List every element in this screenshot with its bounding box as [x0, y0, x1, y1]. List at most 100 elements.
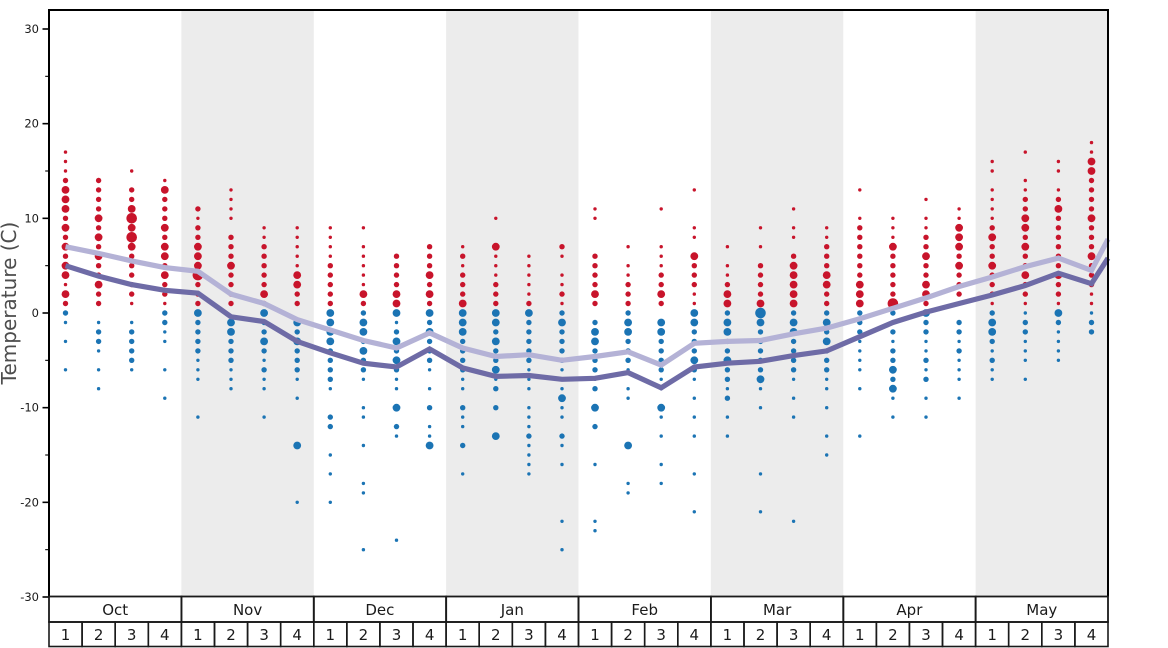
temp-dot-red — [461, 245, 465, 249]
temp-dot-blue — [790, 310, 797, 316]
week-label: 4 — [954, 626, 964, 644]
temp-dot-blue — [461, 415, 465, 419]
temp-dot-blue — [725, 415, 730, 419]
temp-dot-blue — [327, 357, 333, 363]
temp-dot-red — [261, 263, 267, 269]
y-tick-label: -10 — [20, 401, 39, 415]
temp-dot-red — [95, 291, 102, 297]
y-axis-title: Temperature (C) — [0, 222, 21, 386]
temp-dot-blue — [990, 368, 994, 372]
temp-dot-blue — [493, 386, 499, 392]
temp-dot-blue — [591, 328, 599, 336]
temp-dot-red — [63, 159, 68, 164]
temp-dot-red — [361, 273, 366, 277]
temp-dot-red — [195, 300, 201, 307]
temp-dot-red — [1089, 150, 1094, 154]
temp-dot-blue — [228, 348, 234, 354]
temp-dot-red — [757, 263, 764, 269]
temp-dot-red — [129, 196, 135, 203]
temp-dot-red — [194, 252, 202, 261]
temp-dot-blue — [824, 367, 830, 373]
temp-dot-blue — [294, 367, 300, 373]
temp-dot-blue — [988, 318, 997, 327]
temp-dot-blue — [791, 377, 796, 381]
temp-dot-red — [858, 188, 862, 192]
month-shading-band — [710, 10, 844, 597]
temp-dot-blue — [558, 394, 566, 403]
temp-dot-red — [126, 232, 137, 243]
temp-dot-red — [163, 178, 167, 183]
week-label: 3 — [259, 626, 269, 644]
temp-dot-blue — [724, 395, 731, 401]
temp-dot-red — [1023, 188, 1027, 192]
temp-dot-blue — [525, 309, 533, 317]
temp-dot-blue — [527, 462, 531, 467]
temp-dot-red — [295, 226, 299, 230]
temp-dot-blue — [130, 320, 134, 325]
temp-dot-red — [924, 226, 928, 230]
temp-dot-blue — [790, 338, 797, 345]
temp-dot-red — [1088, 225, 1095, 231]
temp-dot-red — [294, 300, 300, 307]
week-label: 1 — [590, 626, 600, 644]
temp-dot-red — [1087, 167, 1096, 175]
temp-dot-blue — [891, 415, 895, 419]
temp-dot-blue — [957, 368, 961, 372]
y-tick-label: -30 — [20, 590, 39, 604]
y-tick-label: -20 — [20, 495, 39, 509]
temp-dot-blue — [460, 405, 466, 411]
temp-dot-blue — [758, 387, 763, 391]
temp-dot-blue — [791, 519, 796, 523]
temp-dot-red — [229, 216, 233, 220]
temp-dot-blue — [890, 376, 896, 382]
temp-dot-red — [293, 280, 302, 289]
temp-dot-blue — [592, 348, 598, 354]
temp-dot-red — [924, 216, 928, 220]
temp-dot-red — [61, 195, 70, 204]
temp-dot-red — [957, 207, 961, 211]
temp-dot-red — [659, 264, 663, 268]
temp-dot-red — [757, 272, 764, 278]
temp-dot-blue — [825, 453, 829, 457]
temp-dot-red — [758, 226, 763, 230]
temp-dot-blue — [923, 329, 929, 335]
temp-dot-red — [1023, 150, 1027, 154]
temp-dot-blue — [261, 367, 267, 373]
temp-dot-blue — [427, 387, 432, 391]
temp-dot-blue — [690, 309, 699, 317]
temp-dot-red — [1022, 234, 1028, 240]
temp-dot-red — [95, 263, 102, 269]
temp-dot-red — [295, 245, 299, 249]
temp-dot-blue — [825, 387, 829, 391]
temp-dot-blue — [526, 338, 532, 345]
temp-dot-red — [160, 223, 169, 232]
temp-dot-blue — [527, 415, 531, 419]
temp-dot-blue — [1023, 311, 1027, 315]
temp-dot-blue — [260, 337, 268, 346]
temp-dot-blue — [96, 387, 101, 391]
temp-dot-blue — [162, 319, 168, 326]
temp-dot-red — [393, 253, 400, 259]
temp-dot-red — [129, 263, 135, 269]
temp-dot-red — [360, 300, 367, 307]
temp-dot-red — [1087, 252, 1096, 261]
temp-dot-blue — [758, 472, 763, 476]
temp-dot-red — [160, 252, 169, 261]
temp-dot-red — [162, 215, 168, 221]
temp-dot-red — [922, 280, 930, 289]
temp-dot-red — [592, 272, 598, 278]
temp-dot-blue — [1023, 349, 1027, 353]
temp-dot-red — [260, 290, 268, 298]
temp-dot-red — [62, 253, 69, 259]
temp-dot-red — [822, 280, 831, 289]
temp-dot-blue — [690, 356, 699, 365]
temp-dot-blue — [625, 357, 631, 363]
temp-dot-red — [460, 272, 466, 278]
temp-dot-red — [393, 263, 400, 269]
month-label: Dec — [365, 601, 394, 619]
temp-dot-blue — [195, 338, 201, 345]
temp-dot-blue — [460, 442, 466, 449]
temp-dot-red — [328, 245, 332, 249]
temp-dot-red — [923, 263, 929, 269]
temp-dot-red — [956, 291, 962, 297]
